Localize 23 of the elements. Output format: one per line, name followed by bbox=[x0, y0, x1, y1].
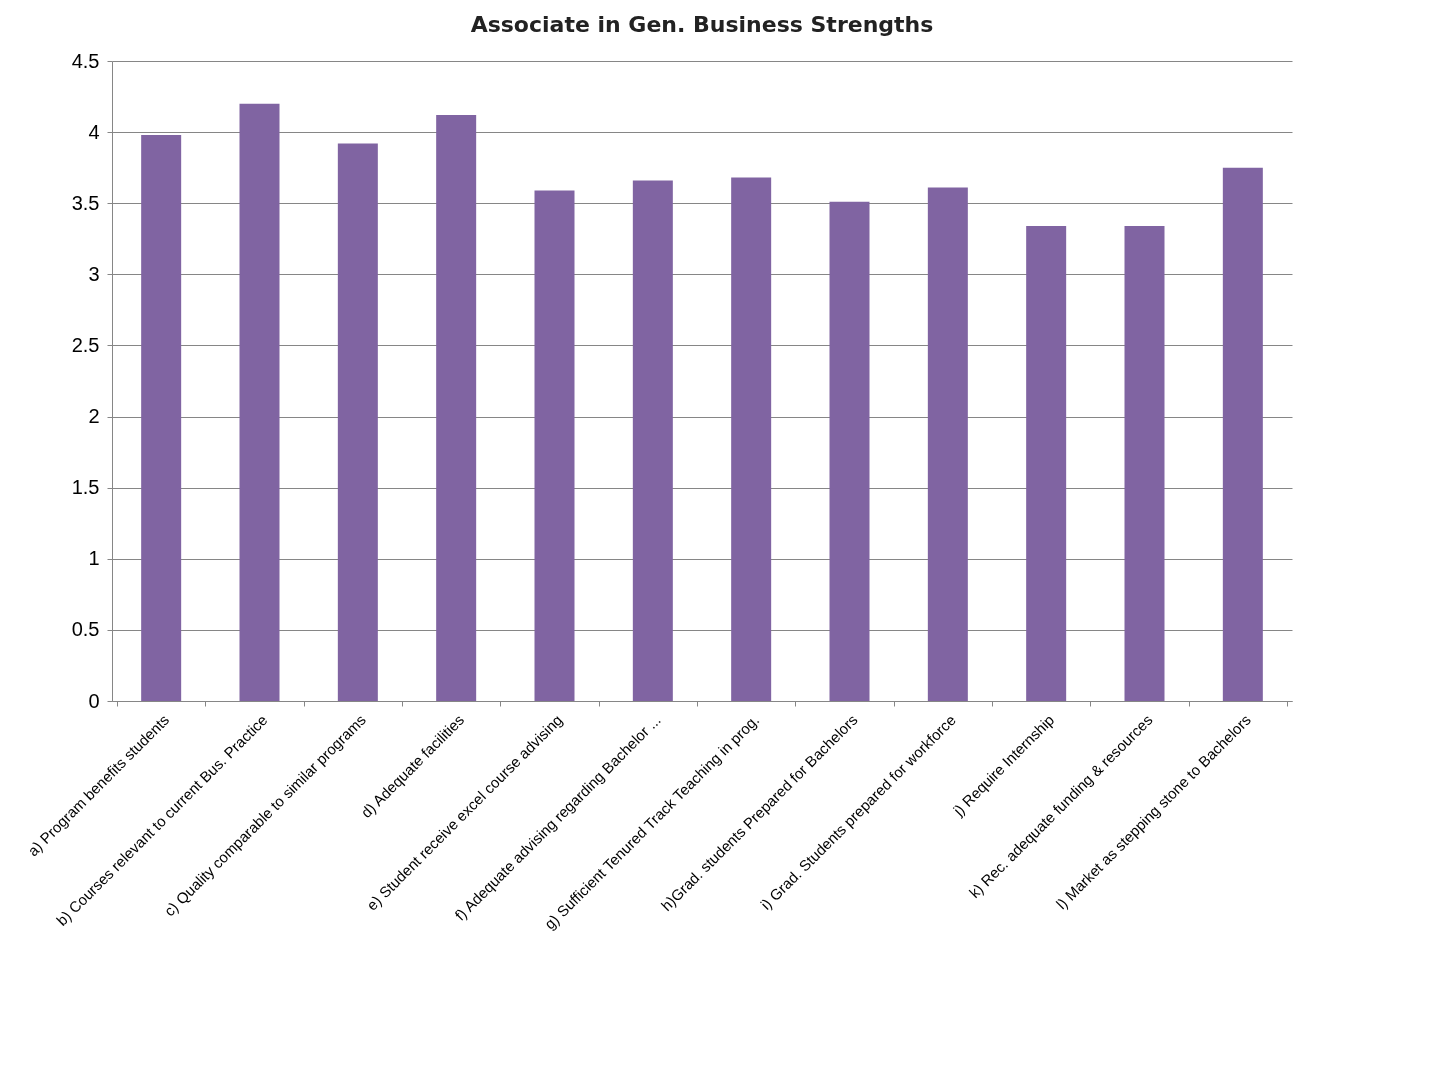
bar bbox=[141, 134, 182, 701]
bar bbox=[436, 115, 477, 701]
bar bbox=[927, 187, 968, 701]
bar bbox=[337, 143, 378, 701]
bar bbox=[731, 177, 772, 701]
y-tick-label: 4.5 bbox=[71, 49, 100, 72]
y-tick-label: 3.5 bbox=[71, 191, 100, 214]
bar bbox=[1222, 167, 1263, 701]
bar bbox=[534, 190, 575, 701]
bar bbox=[632, 180, 673, 701]
y-tick-label: 2.5 bbox=[71, 333, 100, 356]
chart-title: Associate in Gen. Business Strengths bbox=[470, 12, 934, 37]
y-tick-label: 1 bbox=[88, 547, 100, 570]
y-tick-label: 1.5 bbox=[71, 476, 100, 499]
bar bbox=[1026, 225, 1067, 701]
y-tick-label: 4 bbox=[88, 120, 100, 143]
y-tick-label: 3 bbox=[88, 262, 100, 285]
y-tick-label: 0.5 bbox=[71, 618, 100, 641]
y-tick-label: 0 bbox=[88, 689, 100, 712]
bar bbox=[829, 201, 870, 701]
bar bbox=[1124, 225, 1165, 701]
y-tick-label: 2 bbox=[88, 405, 100, 428]
bar bbox=[239, 103, 280, 701]
